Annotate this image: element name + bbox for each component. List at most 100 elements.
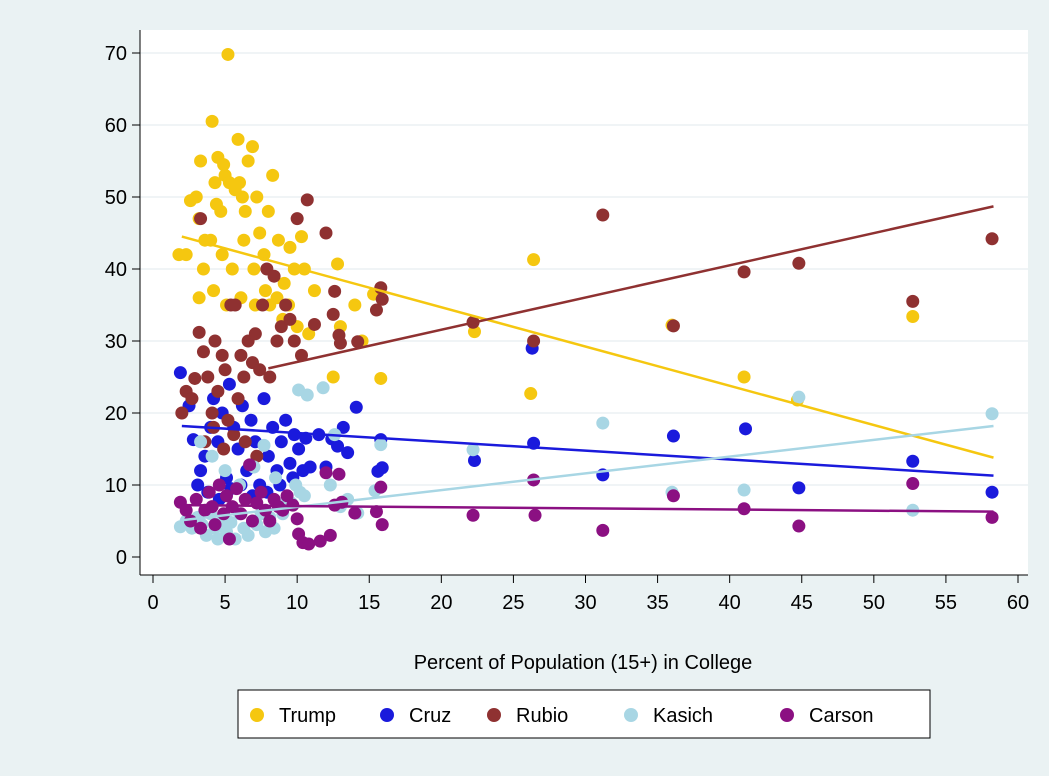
x-tick-label: 0 <box>147 592 158 614</box>
point-rubio <box>328 284 342 298</box>
point-trump <box>261 204 275 218</box>
x-tick-label: 40 <box>719 592 741 614</box>
point-trump <box>237 233 251 247</box>
axes: 0 10 20 30 40 50 60 70 0 5 10 15 20 25 30 35 40 45 50 55 60 <box>105 30 1029 614</box>
point-rubio <box>227 428 241 442</box>
legend-label-rubio: Rubio <box>516 705 568 727</box>
point-trump <box>233 176 246 190</box>
x-axis-label: Percent of Population (15+) in College <box>414 652 753 674</box>
point-kasich <box>737 483 751 497</box>
point-rubio <box>250 449 264 463</box>
point-rubio <box>596 208 610 222</box>
point-rubio <box>283 312 297 326</box>
point-rubio <box>263 370 277 384</box>
point-carson <box>374 480 388 494</box>
point-rubio <box>185 392 199 406</box>
fit-line-cruz <box>181 424 994 477</box>
point-rubio <box>192 325 206 339</box>
point-trump <box>217 158 231 172</box>
point-rubio <box>527 334 541 348</box>
legend-label-carson: Carson <box>809 705 873 727</box>
legend-marker-rubio <box>487 708 501 722</box>
point-kasich <box>300 388 314 402</box>
y-tick-label: 40 <box>105 259 127 281</box>
point-trump <box>231 132 245 146</box>
point-trump <box>215 248 229 262</box>
point-carson <box>369 505 383 519</box>
point-trump <box>258 284 272 298</box>
point-carson <box>596 523 610 537</box>
point-trump <box>247 262 261 276</box>
point-carson <box>313 534 327 548</box>
point-rubio <box>666 319 680 333</box>
point-kasich <box>466 443 480 457</box>
point-rubio <box>737 265 751 279</box>
point-trump <box>348 298 362 312</box>
point-cruz <box>257 392 271 406</box>
point-carson <box>254 485 268 499</box>
point-carson <box>189 492 203 506</box>
legend-marker-kasich <box>624 708 638 722</box>
legend-label-trump: Trump <box>279 705 336 727</box>
point-carson <box>348 506 362 520</box>
point-cruz <box>336 420 350 434</box>
point-carson <box>202 485 216 499</box>
point-trump <box>245 140 259 154</box>
point-kasich <box>596 416 610 430</box>
point-cruz <box>222 377 236 391</box>
point-trump <box>527 253 541 267</box>
point-rubio <box>307 317 321 331</box>
x-tick-label: 60 <box>1007 592 1029 614</box>
point-rubio <box>215 348 229 362</box>
point-cruz <box>341 446 355 460</box>
point-rubio <box>906 294 920 308</box>
point-trump <box>208 176 222 190</box>
point-carson <box>466 508 480 522</box>
point-carson <box>194 521 208 535</box>
point-rubio <box>270 334 284 348</box>
point-kasich <box>224 515 238 529</box>
gridlines <box>140 52 1028 486</box>
point-carson <box>243 458 257 472</box>
point-trump <box>238 204 252 218</box>
point-trump <box>524 387 538 401</box>
point-rubio <box>221 413 235 427</box>
point-cruz <box>244 413 258 427</box>
point-cruz <box>349 400 363 414</box>
legend-marker-cruz <box>380 708 394 722</box>
point-cruz <box>194 464 208 478</box>
point-rubio <box>792 256 806 270</box>
point-carson <box>906 477 920 491</box>
point-rubio <box>218 363 232 377</box>
point-rubio <box>369 303 383 317</box>
point-cruz <box>173 366 187 380</box>
point-trump <box>196 262 210 276</box>
point-carson <box>208 518 222 532</box>
point-trump <box>906 310 920 324</box>
point-trump <box>241 154 255 168</box>
point-rubio <box>333 336 347 350</box>
y-tick-label: 60 <box>105 115 127 137</box>
point-cruz <box>292 442 306 456</box>
x-tick-label: 35 <box>646 592 668 614</box>
point-rubio <box>253 363 267 377</box>
x-tick-label: 5 <box>220 592 231 614</box>
point-trump <box>302 327 316 341</box>
point-trump <box>253 226 267 240</box>
point-rubio <box>290 212 304 226</box>
point-trump <box>207 284 221 298</box>
point-carson <box>280 489 294 503</box>
point-carson <box>332 467 346 481</box>
legend-marker-trump <box>250 708 264 722</box>
point-rubio <box>175 406 189 420</box>
legend: Trump Cruz Rubio Kasich Carson <box>237 689 931 739</box>
point-cruz <box>906 454 920 468</box>
x-tick-label: 25 <box>502 592 524 614</box>
point-rubio <box>267 269 281 283</box>
point-trump <box>326 370 340 384</box>
point-carson <box>323 528 337 542</box>
point-kasich <box>241 528 255 542</box>
point-trump <box>266 168 280 182</box>
